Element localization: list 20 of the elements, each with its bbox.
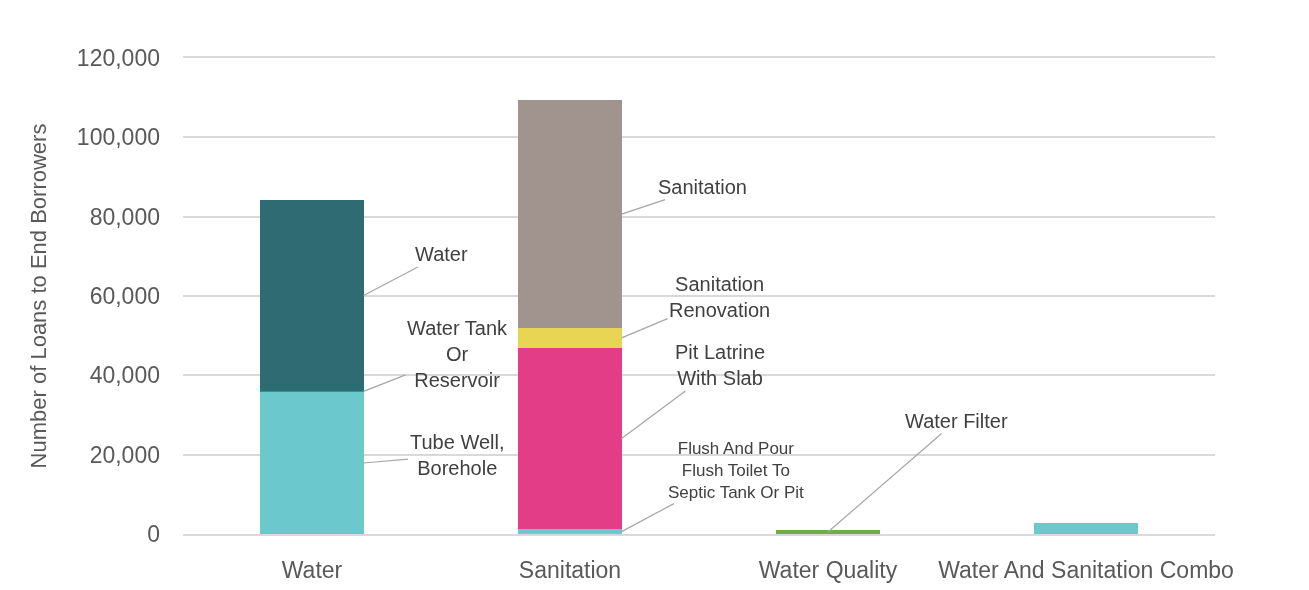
y-tick-label: 80,000 <box>89 203 160 230</box>
x-tick-label: Sanitation <box>518 556 622 583</box>
text: Pit Latrine With Slab <box>675 341 766 389</box>
y-tick-label: 60,000 <box>89 283 160 310</box>
text: Tube Well, Borehole <box>410 431 505 479</box>
x-tick-label: Water <box>281 556 343 583</box>
series-label: Sanitation <box>658 176 747 198</box>
y-tick-label: 0 <box>147 521 160 548</box>
y-tick-label: 120,000 <box>76 45 160 72</box>
y-axis-title: Number of Loans to End Borrowers <box>25 123 51 469</box>
text: Water Filter <box>905 410 1008 432</box>
x-tick-label: Water And Sanitation Combo <box>938 556 1234 583</box>
text: Water <box>415 243 468 265</box>
text: Flush And Pour Flush Toilet To Septic Tank Or Pit <box>668 439 805 503</box>
text: Water Tank Or Reservoir <box>407 317 509 391</box>
y-tick-label: 40,000 <box>89 362 160 389</box>
y-tick-label: 20,000 <box>89 441 160 468</box>
text: Sanitation Renovation <box>669 273 771 321</box>
y-tick-label: 100,000 <box>76 124 160 151</box>
x-tick-label: Water Quality <box>758 556 898 583</box>
